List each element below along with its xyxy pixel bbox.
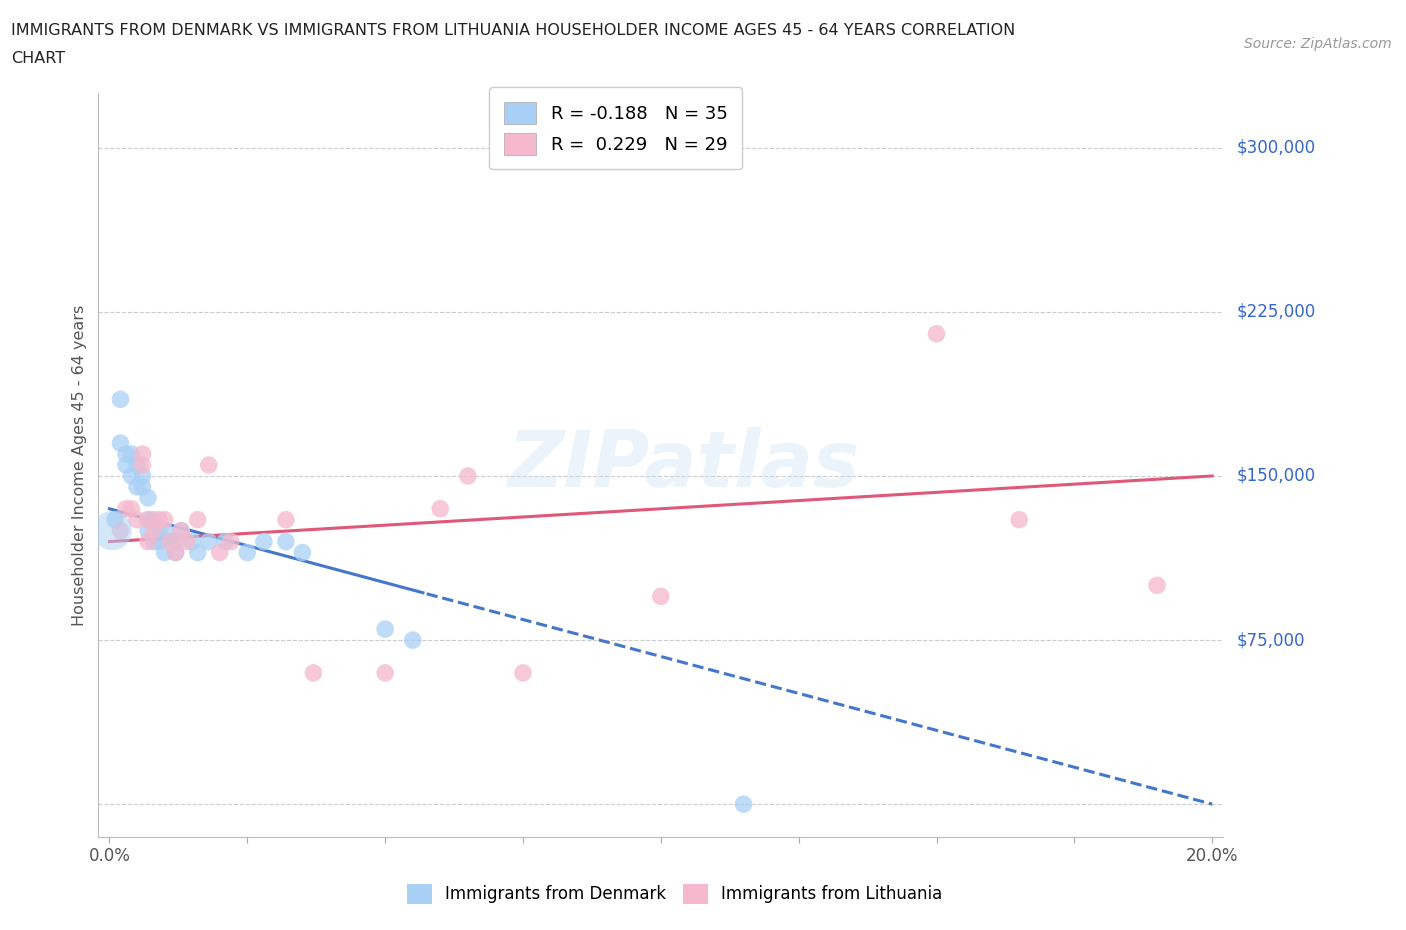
Point bbox=[159, 534, 181, 549]
Point bbox=[236, 545, 259, 560]
Point bbox=[159, 534, 181, 549]
Text: $75,000: $75,000 bbox=[1237, 631, 1306, 649]
Point bbox=[429, 501, 451, 516]
Point bbox=[733, 797, 755, 812]
Point bbox=[115, 501, 138, 516]
Point bbox=[650, 589, 672, 604]
Point bbox=[176, 534, 198, 549]
Text: $150,000: $150,000 bbox=[1237, 467, 1316, 485]
Point bbox=[253, 534, 276, 549]
Point bbox=[142, 512, 165, 527]
Point bbox=[187, 512, 209, 527]
Point bbox=[136, 512, 159, 527]
Point bbox=[170, 524, 193, 538]
Point bbox=[136, 534, 159, 549]
Point bbox=[165, 545, 187, 560]
Point bbox=[110, 524, 132, 538]
Point bbox=[125, 458, 148, 472]
Point bbox=[153, 545, 176, 560]
Point bbox=[110, 392, 132, 406]
Point bbox=[131, 446, 153, 461]
Legend: Immigrants from Denmark, Immigrants from Lithuania: Immigrants from Denmark, Immigrants from… bbox=[399, 875, 950, 912]
Point bbox=[197, 458, 219, 472]
Point bbox=[402, 632, 425, 647]
Point bbox=[170, 524, 193, 538]
Point bbox=[512, 666, 534, 681]
Text: $300,000: $300,000 bbox=[1237, 139, 1316, 157]
Point bbox=[374, 621, 396, 636]
Point bbox=[142, 534, 165, 549]
Point bbox=[125, 480, 148, 495]
Point bbox=[148, 524, 170, 538]
Text: ZIPatlas: ZIPatlas bbox=[508, 427, 859, 503]
Text: CHART: CHART bbox=[11, 51, 65, 66]
Point bbox=[125, 512, 148, 527]
Point bbox=[121, 469, 143, 484]
Point bbox=[136, 512, 159, 527]
Point bbox=[148, 512, 170, 527]
Point bbox=[374, 666, 396, 681]
Point bbox=[148, 534, 170, 549]
Point bbox=[302, 666, 325, 681]
Point bbox=[274, 512, 297, 527]
Point bbox=[131, 458, 153, 472]
Point bbox=[187, 545, 209, 560]
Point bbox=[1146, 578, 1168, 592]
Point bbox=[121, 501, 143, 516]
Point bbox=[197, 534, 219, 549]
Point bbox=[925, 326, 948, 341]
Point bbox=[136, 524, 159, 538]
Point bbox=[136, 490, 159, 505]
Text: IMMIGRANTS FROM DENMARK VS IMMIGRANTS FROM LITHUANIA HOUSEHOLDER INCOME AGES 45 : IMMIGRANTS FROM DENMARK VS IMMIGRANTS FR… bbox=[11, 23, 1015, 38]
Legend: R = -0.188   N = 35, R =  0.229   N = 29: R = -0.188 N = 35, R = 0.229 N = 29 bbox=[489, 87, 742, 169]
Point bbox=[219, 534, 242, 549]
Point bbox=[214, 534, 236, 549]
Y-axis label: Householder Income Ages 45 - 64 years: Householder Income Ages 45 - 64 years bbox=[72, 304, 87, 626]
Point bbox=[115, 458, 138, 472]
Point bbox=[165, 545, 187, 560]
Point bbox=[153, 512, 176, 527]
Point bbox=[104, 512, 127, 527]
Point bbox=[457, 469, 479, 484]
Point bbox=[153, 524, 176, 538]
Point bbox=[131, 480, 153, 495]
Point bbox=[101, 524, 124, 538]
Point bbox=[181, 534, 204, 549]
Point bbox=[208, 545, 231, 560]
Point bbox=[115, 446, 138, 461]
Point bbox=[142, 524, 165, 538]
Point bbox=[291, 545, 314, 560]
Point bbox=[121, 446, 143, 461]
Point bbox=[1008, 512, 1031, 527]
Point bbox=[274, 534, 297, 549]
Point bbox=[165, 534, 187, 549]
Point bbox=[110, 435, 132, 450]
Point bbox=[131, 469, 153, 484]
Text: Source: ZipAtlas.com: Source: ZipAtlas.com bbox=[1244, 37, 1392, 51]
Text: $225,000: $225,000 bbox=[1237, 303, 1316, 321]
